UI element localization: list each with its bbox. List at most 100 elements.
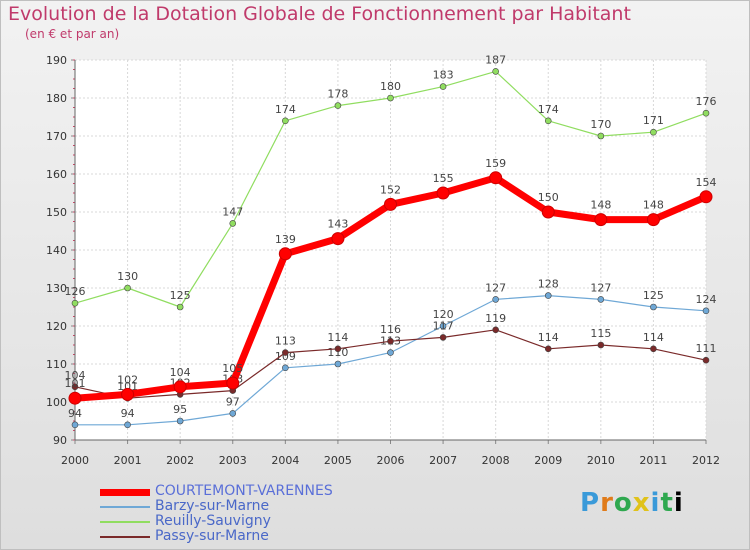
data-point [282, 117, 289, 125]
data-point [124, 421, 131, 429]
data-label: 180 [380, 80, 401, 93]
x-tick-label: 2005 [324, 454, 352, 467]
data-point [121, 387, 135, 401]
data-label: 148 [643, 199, 664, 212]
data-point [436, 186, 450, 200]
data-label: 171 [643, 114, 664, 127]
logo-letter: i [673, 488, 684, 518]
data-point [492, 68, 499, 75]
data-label: 178 [327, 88, 348, 101]
logo-letter: r [600, 488, 614, 518]
data-point [544, 292, 552, 299]
data-point [331, 232, 345, 246]
data-point [278, 247, 292, 261]
data-point [597, 341, 605, 349]
data-point [702, 356, 710, 364]
legend-label: Passy-sur-Marne [155, 528, 269, 544]
logo-letter: t [660, 488, 674, 518]
data-label: 139 [275, 233, 296, 246]
y-tick-label: 110 [46, 358, 67, 371]
data-point [68, 391, 82, 405]
data-label: 127 [590, 281, 611, 294]
y-tick-label: 170 [46, 130, 67, 143]
data-label: 176 [696, 95, 717, 108]
y-tick-label: 90 [53, 434, 67, 447]
data-point [229, 220, 237, 227]
data-point [702, 109, 710, 117]
data-label: 152 [380, 183, 401, 196]
y-tick-label: 120 [46, 320, 67, 333]
data-label: 130 [117, 270, 138, 283]
data-label: 120 [433, 308, 454, 321]
data-point [71, 299, 79, 307]
data-label: 170 [590, 118, 611, 131]
data-point [650, 128, 657, 136]
data-label: 143 [327, 218, 348, 231]
data-label: 113 [275, 335, 296, 348]
y-tick-label: 160 [46, 168, 67, 181]
legend-swatch [100, 506, 150, 508]
data-label: 105 [222, 362, 243, 375]
x-tick-label: 2004 [271, 454, 299, 467]
x-tick-label: 2011 [639, 454, 667, 467]
data-label: 128 [538, 278, 559, 291]
data-label: 154 [696, 176, 717, 189]
data-point [387, 337, 394, 345]
data-point [387, 349, 394, 356]
data-label: 94 [121, 407, 135, 420]
data-label: 127 [485, 281, 506, 294]
legend-swatch [100, 521, 150, 523]
data-label: 147 [222, 205, 243, 218]
data-label: 104 [170, 366, 191, 379]
data-label: 109 [275, 350, 296, 363]
x-tick-label: 2002 [166, 454, 194, 467]
data-point [226, 376, 240, 390]
data-label: 101 [65, 377, 86, 390]
data-point [492, 296, 499, 303]
data-point [594, 213, 608, 227]
data-label: 174 [538, 103, 559, 116]
data-point [282, 349, 289, 356]
legend-swatch [100, 488, 150, 496]
data-label: 117 [433, 319, 454, 332]
data-point [334, 102, 342, 109]
data-label: 119 [485, 312, 506, 325]
logo-letter: i [650, 488, 661, 518]
proxiti-logo: Proxiti [580, 488, 684, 518]
data-label: 159 [485, 157, 506, 170]
y-tick-label: 130 [46, 282, 67, 295]
x-tick-label: 2006 [377, 454, 405, 467]
data-label: 102 [117, 373, 138, 386]
data-point [71, 383, 79, 391]
data-point [124, 284, 131, 292]
data-point [650, 303, 657, 311]
data-point [492, 326, 499, 334]
legend-label: Barzy-sur-Marne [155, 498, 270, 514]
data-label: 101 [117, 380, 138, 393]
data-point [282, 364, 289, 372]
data-point [334, 345, 342, 353]
y-tick-label: 100 [46, 396, 67, 409]
x-tick-label: 2012 [692, 454, 720, 467]
data-point [439, 83, 447, 90]
x-tick-label: 2003 [219, 454, 247, 467]
data-point [489, 171, 503, 185]
data-label: 124 [696, 293, 717, 306]
logo-letter: o [613, 488, 633, 518]
data-label: 174 [275, 103, 296, 116]
data-label: 95 [173, 403, 187, 416]
x-tick-label: 2009 [534, 454, 562, 467]
data-point [384, 197, 397, 211]
data-point [229, 410, 237, 417]
x-tick-label: 2007 [429, 454, 457, 467]
y-tick-label: 140 [46, 244, 67, 257]
logo-letter: P [580, 488, 601, 518]
data-label: 116 [380, 323, 401, 336]
data-label: 148 [590, 199, 611, 212]
y-tick-label: 180 [46, 92, 67, 105]
data-label: 114 [643, 331, 664, 344]
data-label: 114 [538, 331, 559, 344]
x-tick-label: 2010 [587, 454, 615, 467]
chart-title: Evolution de la Dotation Globale de Fonc… [8, 3, 631, 25]
